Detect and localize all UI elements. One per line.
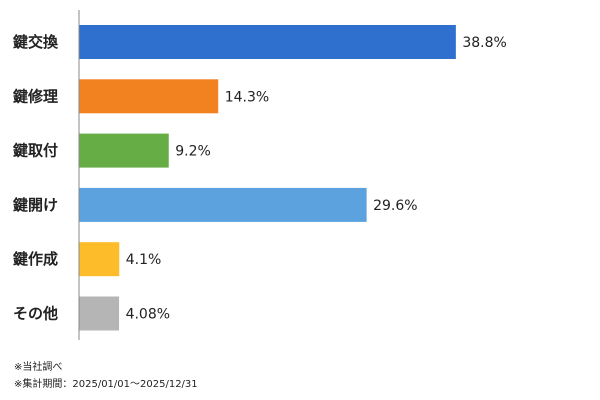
bar	[79, 242, 120, 277]
value-label: 4.1%	[126, 252, 162, 268]
category-label: 鍵交換	[13, 33, 59, 51]
value-label: 38.8%	[462, 35, 506, 51]
period-note: ※集計期間：2025/01/01～2025/12/31	[14, 379, 198, 390]
value-label: 9.2%	[175, 144, 211, 160]
value-label: 29.6%	[373, 198, 417, 214]
value-label: 14.3%	[225, 89, 269, 105]
category-label: 鍵修理	[13, 87, 58, 105]
value-label: 4.08%	[126, 307, 170, 323]
category-label: 鍵作成	[13, 250, 58, 268]
bar	[79, 187, 367, 222]
category-label: 鍵開け	[13, 196, 58, 214]
bar	[79, 25, 456, 59]
bar	[79, 133, 169, 168]
category-label: その他	[13, 305, 58, 323]
source-note: ※当社調べ	[14, 362, 63, 373]
category-label: 鍵取付	[13, 142, 58, 160]
bar	[79, 296, 120, 331]
bar	[79, 79, 219, 114]
